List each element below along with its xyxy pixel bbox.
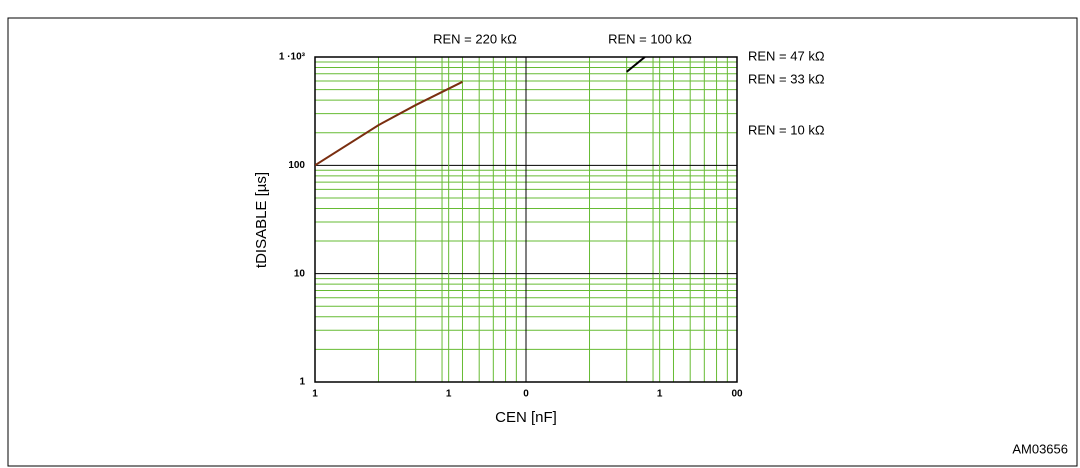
legend-label: REN = 33 kΩ: [748, 71, 825, 86]
legend-label: REN = 220 kΩ: [433, 31, 517, 46]
x-tick-label: 1: [446, 389, 452, 400]
x-tick-label: 00: [731, 389, 743, 400]
y-tick-label: 1: [299, 377, 305, 388]
y-axis-label: tDISABLE [µs]: [253, 172, 270, 268]
series-line: [626, 57, 646, 73]
legend-label: REN = 10 kΩ: [748, 122, 825, 137]
y-tick-label: 10: [294, 268, 306, 279]
plot-frame: [314, 56, 738, 383]
frame: [7, 17, 1078, 467]
x-axis-label: CEN [nF]: [495, 409, 557, 426]
x-tick-label: 1: [657, 389, 663, 400]
y-tick-label: 100: [288, 160, 305, 171]
legend-label: REN = 100 kΩ: [608, 31, 692, 46]
legend-label: REN = 47 kΩ: [748, 48, 825, 63]
x-tick-label: 0: [523, 389, 529, 400]
x-tick-label: 1: [312, 389, 318, 400]
footnote: AM03656: [1012, 441, 1068, 456]
y-tick-label: 1 ·10³: [279, 52, 306, 63]
